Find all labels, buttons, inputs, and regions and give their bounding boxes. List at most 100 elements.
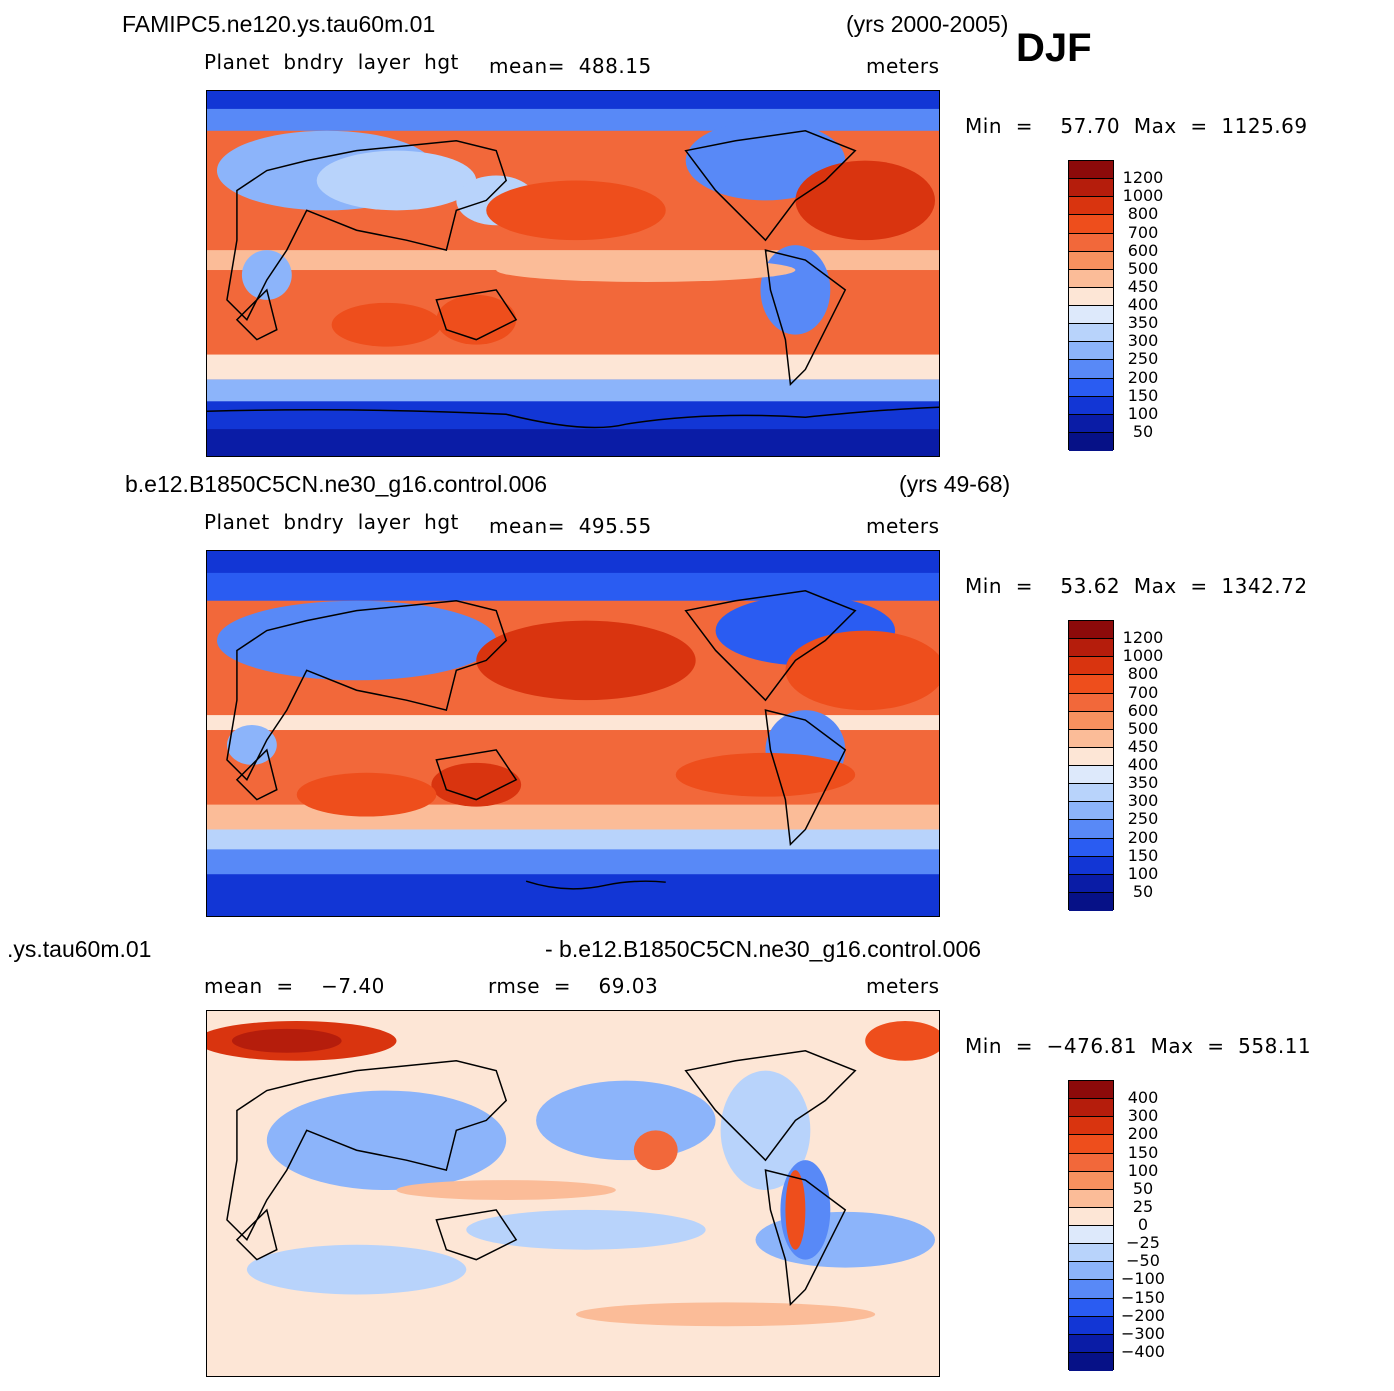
colorbar-swatch — [1069, 1117, 1113, 1136]
colorbar-swatch — [1069, 784, 1113, 803]
colorbar-level-label: 0 — [1137, 1215, 1149, 1234]
colorbar-level-label: 500 — [1127, 718, 1159, 738]
colorbar-level-label: 700 — [1127, 682, 1159, 702]
colorbar-swatch — [1069, 1099, 1113, 1118]
colorbar-level-label: 100 — [1127, 863, 1159, 883]
colorbar-swatch — [1069, 306, 1113, 325]
panel2-map — [206, 550, 940, 917]
season-label: DJF — [1016, 26, 1092, 70]
colorbar-swatch — [1069, 621, 1113, 640]
colorbar-swatch — [1069, 342, 1113, 361]
panel2-minmax: Min = 53.62 Max = 1342.72 — [965, 574, 1308, 598]
colorbar-swatch — [1069, 838, 1113, 857]
colorbar-swatch — [1069, 1334, 1113, 1353]
colorbar-swatch — [1069, 1171, 1113, 1190]
panel1-years: (yrs 2000-2005) — [846, 11, 1009, 37]
colorbar-level-label: 800 — [1127, 204, 1159, 224]
colorbar-level-label: 400 — [1127, 1088, 1159, 1108]
colorbar-level-label: −200 — [1121, 1305, 1165, 1325]
colorbar-level-label: −25 — [1126, 1233, 1160, 1253]
colorbar-level-label: 600 — [1127, 700, 1159, 720]
colorbar-level-label: 400 — [1127, 295, 1159, 314]
colorbar-level-label: 250 — [1127, 349, 1159, 369]
colorbar-swatch — [1069, 161, 1113, 180]
colorbar-swatch — [1069, 639, 1113, 658]
panel1-minmax: Min = 57.70 Max = 1125.69 — [965, 114, 1308, 138]
colorbar-level-label: 400 — [1127, 755, 1159, 774]
colorbar-swatch — [1069, 1153, 1113, 1172]
colorbar-level-label: −50 — [1126, 1251, 1160, 1271]
colorbar-swatch — [1069, 856, 1113, 875]
panel2-variable: Planet bndry layer hgt — [204, 510, 459, 534]
colorbar-level-label: 300 — [1127, 791, 1159, 811]
colorbar-level-label: 600 — [1127, 240, 1159, 260]
colorbar-level-label: 1000 — [1122, 186, 1164, 206]
colorbar-swatch — [1069, 396, 1113, 415]
colorbar-swatch — [1069, 657, 1113, 676]
colorbar-swatch — [1069, 1352, 1113, 1371]
colorbar-swatch — [1069, 378, 1113, 397]
colorbar-swatch — [1069, 1244, 1113, 1263]
colorbar-level-label: −100 — [1121, 1269, 1165, 1289]
colorbar-level-label: 150 — [1127, 385, 1159, 405]
panel3-colorbar — [1068, 1080, 1114, 1371]
colorbar-level-label: 50 — [1132, 421, 1154, 441]
colorbar-level-label: −150 — [1121, 1287, 1165, 1307]
colorbar-level-label: 100 — [1127, 403, 1159, 423]
colorbar-swatch — [1069, 1135, 1113, 1154]
colorbar-level-label: 200 — [1127, 1124, 1159, 1144]
panel3-rmse: rmse = 69.03 — [488, 974, 659, 998]
colorbar-level-label: 500 — [1127, 258, 1159, 278]
panel1-mean: mean= 488.15 — [489, 54, 652, 78]
colorbar-swatch — [1069, 766, 1113, 785]
colorbar-level-label: 250 — [1127, 809, 1159, 829]
colorbar-swatch — [1069, 675, 1113, 694]
colorbar-swatch — [1069, 1226, 1113, 1245]
colorbar-level-label: 450 — [1127, 736, 1159, 756]
panel2-mean: mean= 495.55 — [489, 514, 652, 538]
panel1-map — [206, 90, 940, 457]
colorbar-swatch — [1069, 711, 1113, 730]
colorbar-swatch — [1069, 802, 1113, 821]
colorbar-level-label: 300 — [1127, 1106, 1159, 1126]
colorbar-level-label: −400 — [1121, 1341, 1165, 1361]
colorbar-swatch — [1069, 892, 1113, 911]
colorbar-swatch — [1069, 693, 1113, 712]
panel3-case-name: .ys.tau60m.01 — [7, 936, 152, 962]
colorbar-swatch — [1069, 324, 1113, 343]
colorbar-swatch — [1069, 1207, 1113, 1226]
colorbar-level-label: 50 — [1132, 881, 1154, 901]
panel3-mean: mean = −7.40 — [204, 974, 385, 998]
colorbar-level-label: 350 — [1127, 773, 1159, 793]
colorbar-level-label: 700 — [1127, 222, 1159, 242]
panel3-minmax: Min = −476.81 Max = 558.11 — [965, 1034, 1312, 1058]
colorbar-level-label: 1000 — [1122, 646, 1164, 666]
panel3-map — [206, 1010, 940, 1377]
panel1-units: meters — [866, 54, 940, 78]
colorbar-level-label: −300 — [1121, 1323, 1165, 1343]
colorbar-swatch — [1069, 747, 1113, 766]
colorbar-swatch — [1069, 269, 1113, 288]
panel2-map-field — [207, 551, 939, 916]
colorbar-swatch — [1069, 1316, 1113, 1335]
colorbar-level-label: 150 — [1127, 1142, 1159, 1162]
colorbar-level-label: 25 — [1132, 1196, 1154, 1216]
panel2-years: (yrs 49-68) — [899, 471, 1011, 497]
colorbar-level-label: 800 — [1127, 664, 1159, 684]
colorbar-level-label: 450 — [1127, 276, 1159, 296]
colorbar-swatch — [1069, 215, 1113, 234]
colorbar-swatch — [1069, 360, 1113, 379]
colorbar-level-label: 1200 — [1122, 628, 1164, 648]
panel3-map-field — [207, 1011, 939, 1376]
colorbar-swatch — [1069, 197, 1113, 216]
panel2-case-name: b.e12.B1850C5CN.ne30_g16.control.006 — [125, 471, 547, 497]
panel1-map-field — [207, 91, 939, 456]
panel1-case-name: FAMIPC5.ne120.ys.tau60m.01 — [122, 11, 436, 37]
colorbar-swatch — [1069, 233, 1113, 252]
colorbar-swatch — [1069, 1189, 1113, 1208]
colorbar-level-label: 200 — [1127, 367, 1159, 387]
panel3-units: meters — [866, 974, 940, 998]
colorbar-swatch — [1069, 1262, 1113, 1281]
panel1-colorbar — [1068, 160, 1114, 451]
colorbar-level-label: 350 — [1127, 313, 1159, 333]
